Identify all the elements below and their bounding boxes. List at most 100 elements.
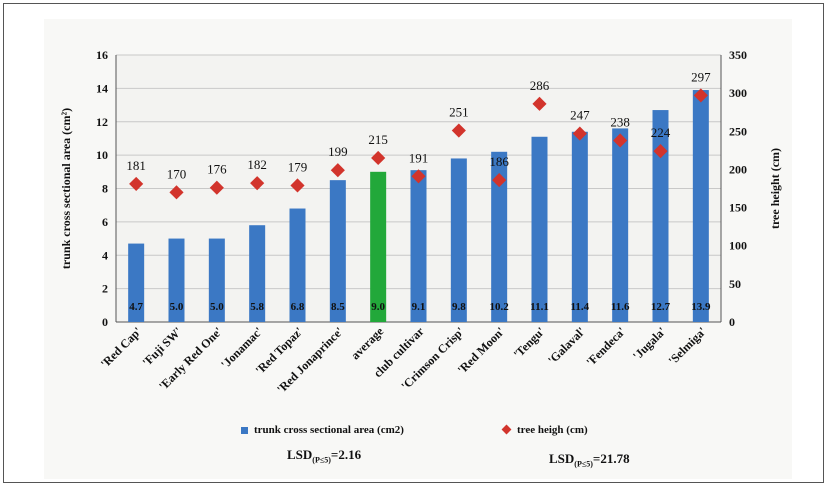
y2-tick-label: 200 [729,162,747,176]
height-marker [250,176,265,191]
bar-value-label: 10.2 [490,301,510,313]
y-tick-label: 2 [102,282,108,296]
lsd-right-main: LSD [549,451,575,466]
lsd-right: LSD(P≤5)=21.78 [549,451,630,469]
bar-value-label: 11.1 [530,301,549,313]
y-tick-label: 16 [96,48,108,62]
bar-value-label: 12.7 [651,301,671,313]
bar-value-label: 9.0 [371,301,385,313]
bar-value-label: 9.1 [412,301,426,313]
y2-tick-label: 150 [729,201,747,215]
bar-value-label: 5.0 [170,301,184,313]
category-label: 'Jugala' [630,324,669,363]
lsd-left-value: =2.16 [330,447,362,462]
figure-frame: 0 2 4 6 8 10 12 14 16 0 50 100 150 200 250 300 350 4.7 5.0… [3,3,824,483]
height-value-label: 247 [570,108,590,123]
category-label: 'Fendeca' [584,324,629,369]
legend-bar-label: trunk cross sectional area (cm2) [254,424,404,436]
legend-bar-swatch [241,427,248,434]
bar [450,158,467,322]
height-marker [209,180,224,195]
height-value-label: 179 [288,159,308,174]
lsd-left: LSD(P≤5)=2.16 [287,447,361,465]
bar [370,171,387,322]
height-value-label: 297 [691,69,711,84]
height-marker [613,133,628,148]
lsd-right-value: =21.78 [592,451,630,466]
bar [208,238,225,322]
y-tick-label: 6 [102,215,108,229]
height-marker [532,96,547,111]
height-value-label: 181 [126,158,145,173]
height-value-label: 286 [530,78,550,93]
height-value-label: 186 [489,154,509,169]
y-tick-label: 12 [96,115,108,129]
category-label: 'Red Cap' [98,324,144,370]
y2-tick-label: 100 [729,239,747,253]
height-value-label: 176 [207,162,227,177]
height-marker [371,150,386,166]
height-value-label: 215 [368,132,388,147]
y2-tick-label: 50 [729,277,741,291]
height-value-label: 191 [409,150,429,165]
lsd-left-main: LSD [287,447,313,462]
bar [249,225,266,322]
bar [692,90,709,322]
category-label: average [348,324,387,363]
y-tick-label: 10 [96,148,108,162]
bar-value-label: 5.0 [210,301,224,313]
bar [410,170,427,322]
bar [168,238,185,322]
y-tick-label: 4 [102,248,108,262]
height-value-label: 251 [449,105,469,120]
bar-value-label: 13.9 [691,301,711,313]
lsd-left-sub: (P≤5) [312,455,331,465]
legend-marker-swatch [501,424,512,435]
height-marker [653,144,668,159]
lsd-right-sub: (P≤5) [574,459,593,469]
bar [128,243,145,322]
y2-axis-title: tree height (cm) [768,148,782,229]
bar-value-label: 8.5 [331,301,345,313]
height-marker [451,123,466,138]
y2-tick-label: 300 [729,86,747,100]
height-marker [129,176,144,191]
y-axis-title: trunk cross sectional area (cm²) [59,108,73,269]
chart-area: 0 2 4 6 8 10 12 14 16 0 50 100 150 200 250 300 350 4.7 5.0… [44,19,792,479]
height-marker [330,163,345,178]
category-label: 'Selmiga' [666,324,709,367]
bar [289,208,306,322]
height-marker [290,178,305,193]
height-marker [572,126,587,141]
y-tick-label: 14 [96,81,108,95]
bar [652,110,669,322]
y2-tick-label: 0 [729,315,735,329]
bar [612,128,629,322]
height-value-label: 199 [328,144,348,159]
height-marker [693,88,708,103]
y-tick-label: 8 [102,182,108,196]
category-label: 'Galaval' [545,324,588,367]
bar [491,151,508,322]
bar-value-label: 11.6 [611,301,630,313]
bar-value-label: 5.8 [250,301,264,313]
height-marker [411,169,426,184]
bar-value-label: 6.8 [291,301,305,313]
bar [329,180,346,322]
bar-value-label: 11.4 [571,301,590,313]
bar-value-label: 4.7 [129,301,143,313]
bar [531,136,548,322]
y2-tick-label: 350 [729,48,747,62]
height-value-label: 182 [247,157,267,172]
y-tick-label: 0 [102,315,108,329]
legend-marker-label: tree heigh (cm) [517,424,588,436]
height-value-label: 224 [651,125,671,140]
chart-svg: 0 2 4 6 8 10 12 14 16 0 50 100 150 200 250 300 350 4.7 5.0… [59,48,782,436]
y2-tick-label: 250 [729,124,747,138]
bar [571,131,588,322]
height-value-label: 238 [610,114,630,129]
bar-value-label: 9.8 [452,301,466,313]
height-value-label: 170 [167,166,187,181]
height-marker [492,173,507,188]
category-label: 'Tengu' [511,324,548,361]
